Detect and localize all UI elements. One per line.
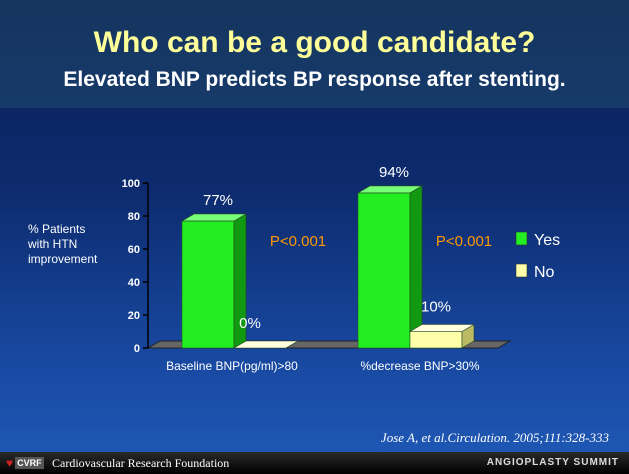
logo-text: CVRF [15,457,44,469]
bar-top [180,213,248,222]
bar-front [409,331,463,349]
cvrf-logo: ♥ CVRF [6,456,46,470]
data-label: 0% [239,315,261,332]
footer-event: ANGIOPLASTY SUMMIT [486,457,619,468]
data-label: 10% [421,299,451,316]
title-band [0,0,629,108]
y-axis-label: with HTN [27,237,77,251]
legend-swatch [515,263,528,278]
slide-subtitle: Elevated BNP predicts BP response after … [63,68,566,91]
data-label: 77% [203,192,233,209]
data-label: 94% [379,164,409,181]
y-axis-label: improvement [28,252,98,266]
y-axis-label: % Patients [28,222,85,236]
y-tick-label: 20 [128,310,140,322]
footer-bar [0,452,629,474]
p-value-annotation: P<0.001 [270,233,326,250]
y-tick-label: 40 [128,277,140,289]
p-value-annotation: P<0.001 [436,233,492,250]
legend-swatch [515,231,528,246]
legend-label: Yes [534,232,560,249]
bar-front [181,220,235,349]
y-tick-label: 100 [122,178,140,190]
x-tick-label: Baseline BNP(pg/ml)>80 [166,359,298,373]
heart-icon: ♥ [6,456,14,470]
bar-front [357,192,411,349]
bar-top [408,324,476,332]
citation: Jose A, et al.Circulation. 2005;111:328-… [380,430,609,445]
y-tick-label: 80 [128,211,140,223]
bar-side [409,185,423,349]
x-tick-label: %decrease BNP>30% [360,359,479,373]
legend-label: No [534,264,555,281]
slide-title: Who can be a good candidate? [93,26,536,59]
y-tick-label: 60 [128,244,140,256]
y-tick-label: 0 [134,343,140,355]
bar-top [356,185,424,194]
bar-top [232,340,300,349]
footer-organization: Cardiovascular Research Foundation [52,456,230,470]
